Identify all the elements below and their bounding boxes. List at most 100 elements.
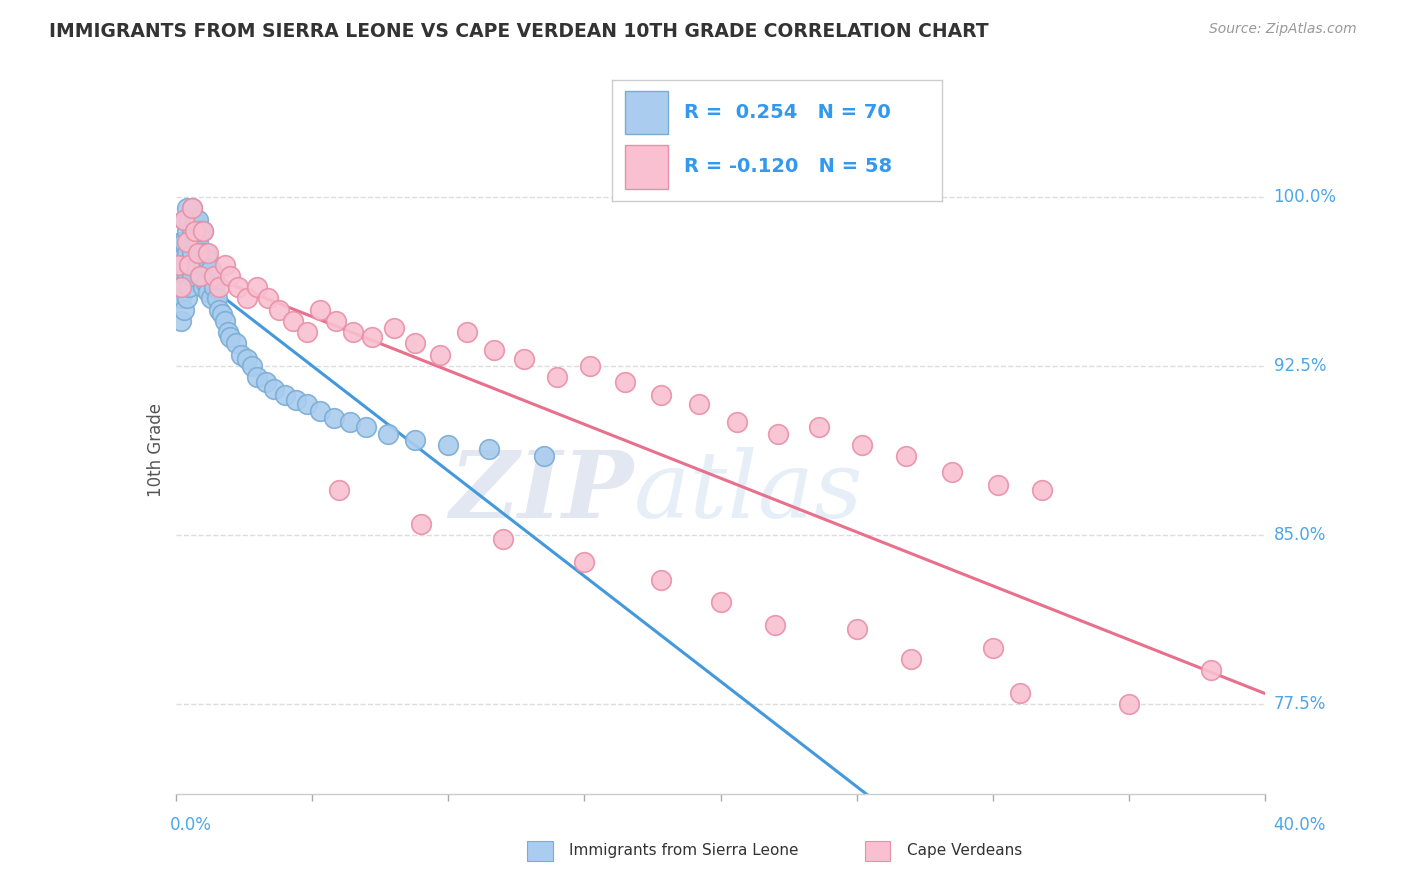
Point [217, 325, 239, 339]
Point [429, 348, 451, 362]
Point [650, 388, 672, 402]
Point [650, 573, 672, 587]
Text: R =  0.254   N = 70: R = 0.254 N = 70 [685, 103, 891, 122]
Point [900, 652, 922, 666]
Point [710, 595, 733, 609]
Point [987, 478, 1010, 492]
Bar [624, 145, 668, 188]
Point [167, 258, 190, 272]
Point [219, 268, 242, 283]
Point [167, 246, 190, 260]
Point [322, 410, 344, 425]
Point [202, 280, 225, 294]
Point [170, 235, 193, 249]
Point [257, 292, 280, 306]
Point [309, 404, 332, 418]
Text: 100.0%: 100.0% [1274, 188, 1337, 206]
Point [197, 253, 219, 268]
Point [200, 262, 222, 277]
Point [191, 258, 214, 272]
Point [181, 246, 204, 260]
Point [325, 314, 347, 328]
Point [851, 438, 873, 452]
Text: ZIP: ZIP [449, 447, 633, 537]
Point [246, 280, 269, 294]
Point [574, 555, 596, 569]
Point [228, 280, 250, 294]
Bar [865, 841, 890, 861]
Point [382, 320, 405, 334]
Point [186, 258, 209, 272]
Point [1118, 697, 1140, 711]
Point [845, 623, 868, 637]
Point [274, 388, 297, 402]
Point [295, 397, 318, 411]
Point [173, 212, 195, 227]
Point [184, 224, 207, 238]
Point [179, 212, 201, 227]
Point [263, 382, 285, 396]
Point [295, 325, 318, 339]
Point [214, 314, 236, 328]
Point [186, 212, 209, 227]
Point [188, 268, 211, 283]
Point [173, 280, 195, 294]
Point [214, 258, 236, 272]
Text: Immigrants from Sierra Leone: Immigrants from Sierra Leone [569, 844, 799, 858]
Text: R = -0.120   N = 58: R = -0.120 N = 58 [685, 158, 893, 177]
Text: atlas: atlas [633, 447, 863, 537]
Point [170, 314, 193, 328]
Point [492, 533, 515, 547]
Text: IMMIGRANTS FROM SIERRA LEONE VS CAPE VERDEAN 10TH GRADE CORRELATION CHART: IMMIGRANTS FROM SIERRA LEONE VS CAPE VER… [49, 22, 988, 41]
Point [269, 302, 291, 317]
Bar [624, 91, 668, 135]
Point [766, 426, 789, 441]
Point [167, 292, 190, 306]
Bar [527, 841, 553, 861]
Point [219, 330, 242, 344]
Point [186, 235, 209, 249]
Point [546, 370, 568, 384]
Point [356, 419, 378, 434]
Point [176, 268, 198, 283]
Point [194, 276, 217, 290]
Point [170, 280, 193, 294]
Point [328, 483, 350, 497]
Point [1199, 663, 1222, 677]
Point [184, 258, 207, 272]
Point [173, 212, 195, 227]
Point [377, 426, 399, 441]
Point [176, 224, 198, 238]
Point [409, 516, 432, 531]
Point [240, 359, 263, 373]
Point [181, 268, 204, 283]
Point [188, 224, 211, 238]
Point [170, 258, 193, 272]
Point [533, 449, 555, 463]
Point [170, 292, 193, 306]
Point [173, 302, 195, 317]
Point [235, 292, 257, 306]
Point [225, 336, 247, 351]
Point [246, 370, 269, 384]
Point [181, 224, 204, 238]
Point [191, 224, 214, 238]
Point [456, 325, 478, 339]
Point [197, 246, 219, 260]
Point [194, 246, 217, 260]
Point [513, 352, 536, 367]
Point [309, 302, 332, 317]
Point [405, 336, 427, 351]
Point [186, 246, 209, 260]
Point [211, 307, 233, 321]
Point [205, 292, 228, 306]
Point [179, 235, 201, 249]
Point [284, 392, 307, 407]
Point [437, 438, 460, 452]
Text: 77.5%: 77.5% [1274, 695, 1326, 713]
Point [197, 285, 219, 299]
Point [231, 348, 253, 362]
Point [191, 280, 214, 294]
Point [181, 202, 204, 216]
Point [1010, 685, 1032, 699]
